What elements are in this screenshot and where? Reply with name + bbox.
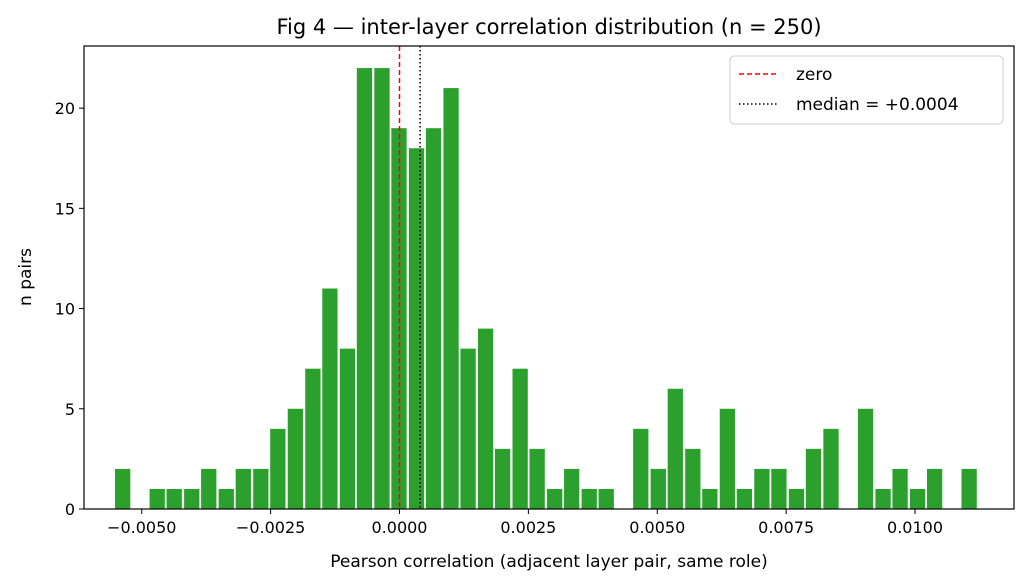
histogram-bar [115, 468, 131, 509]
histogram-bar [736, 488, 753, 509]
histogram-bar [719, 408, 736, 509]
x-tick-label: 0.0025 [500, 518, 556, 537]
histogram-bar [425, 128, 442, 509]
x-tick-label: 0.0050 [629, 518, 685, 537]
histogram-bar [356, 68, 373, 510]
x-tick-label: −0.0025 [236, 518, 305, 537]
histogram-bar [564, 468, 580, 509]
x-axis-ticks: −0.0050 −0.0025 0.0000 0.0025 0.0050 0.0075 0.… [107, 509, 943, 537]
histogram-bar [339, 348, 356, 509]
histogram-bar [184, 488, 200, 509]
histogram-bar [909, 488, 926, 509]
histogram-bar [857, 408, 874, 509]
histogram-bar [374, 68, 390, 510]
x-tick-label: −0.0050 [107, 518, 176, 537]
histogram-bar [512, 368, 528, 509]
histogram-bar [805, 448, 822, 509]
x-tick-label: 0.0075 [758, 518, 814, 537]
histogram-bar [408, 148, 425, 509]
y-axis-ticks: 0 5 10 15 20 [55, 99, 84, 519]
y-tick-label: 5 [65, 400, 75, 419]
y-tick-label: 10 [55, 300, 75, 319]
histogram-bar [460, 348, 476, 509]
histogram-bar [201, 468, 217, 509]
histogram-bar [961, 468, 977, 509]
histogram-bar [477, 328, 494, 509]
histogram-bar [218, 488, 234, 509]
histogram-bar [598, 488, 614, 509]
chart-title: Fig 4 — inter-layer correlation distribu… [276, 15, 821, 39]
histogram-bar [667, 388, 683, 509]
histogram-bar [892, 468, 908, 509]
histogram-bar [581, 488, 597, 509]
histogram-bar [823, 428, 839, 509]
legend-zero-label: zero [796, 65, 832, 85]
legend-box [729, 55, 1004, 125]
histogram-bar [754, 468, 770, 509]
legend: zero median = +0.0004 [729, 55, 1004, 125]
histogram-bar [287, 408, 303, 509]
reference-lines [398, 46, 421, 509]
histogram-bar [322, 288, 338, 509]
histogram-bar [529, 448, 545, 509]
x-axis-label: Pearson correlation (adjacent layer pair… [330, 552, 768, 572]
histogram-bar [305, 368, 321, 509]
plot-frame [83, 45, 1015, 510]
histogram-bar [253, 468, 269, 509]
histogram-bar [235, 468, 251, 509]
histogram-bar [702, 488, 718, 509]
y-axis-label: n pairs [16, 248, 36, 306]
histogram-bar [149, 488, 165, 509]
x-tick-label: 0.0000 [372, 518, 428, 537]
histogram-bars [115, 68, 977, 510]
legend-median-label: median = +0.0004 [796, 95, 959, 115]
y-tick-label: 0 [65, 500, 75, 519]
histogram-bar [547, 488, 563, 509]
y-tick-label: 15 [55, 199, 75, 218]
y-tick-label: 20 [55, 99, 75, 118]
histogram-bar [633, 428, 649, 509]
histogram-bar [650, 468, 666, 509]
histogram-bar [443, 88, 459, 509]
histogram-bar [166, 488, 182, 509]
histogram-bar [771, 468, 787, 509]
histogram-bar [875, 488, 891, 509]
histogram-bar [685, 448, 701, 509]
histogram-bar [270, 428, 286, 509]
x-tick-label: 0.0100 [887, 518, 943, 537]
histogram-bar [926, 468, 943, 509]
histogram-bar [788, 488, 805, 509]
histogram-bar [494, 448, 511, 509]
